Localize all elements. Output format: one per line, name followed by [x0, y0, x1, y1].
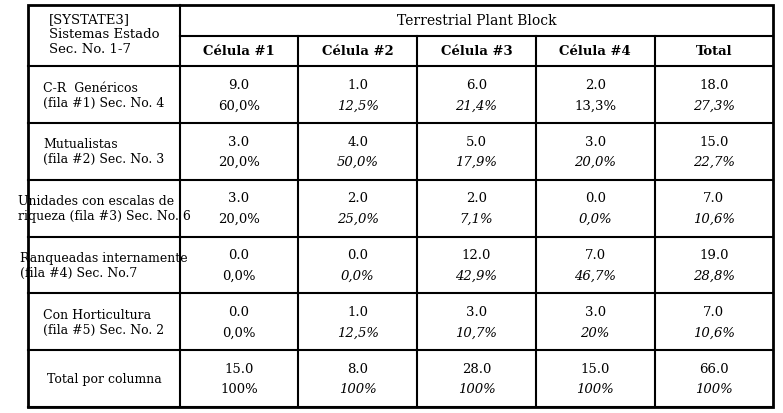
Text: 22,7%: 22,7%	[693, 156, 735, 169]
Text: 28,8%: 28,8%	[693, 269, 735, 282]
Text: 50,0%: 50,0%	[337, 156, 379, 169]
Text: 1.0: 1.0	[348, 305, 368, 318]
Text: 27,3%: 27,3%	[693, 99, 735, 112]
Text: 25,0%: 25,0%	[337, 212, 379, 225]
Text: 60,0%: 60,0%	[218, 99, 260, 112]
Text: Mutualistas
(fila #2) Sec. No. 3: Mutualistas (fila #2) Sec. No. 3	[43, 138, 164, 166]
Text: 0,0%: 0,0%	[579, 212, 612, 225]
Text: 100%: 100%	[576, 382, 614, 395]
Text: 13,3%: 13,3%	[574, 99, 616, 112]
Text: 10,6%: 10,6%	[693, 326, 735, 339]
Text: 10,6%: 10,6%	[693, 212, 735, 225]
Text: 100%: 100%	[457, 382, 496, 395]
Text: 0.0: 0.0	[229, 249, 250, 261]
Text: 17,9%: 17,9%	[456, 156, 497, 169]
Text: 2.0: 2.0	[585, 78, 606, 92]
Text: 2.0: 2.0	[466, 192, 487, 205]
Text: 0.0: 0.0	[348, 249, 368, 261]
Text: Célula #3: Célula #3	[441, 45, 512, 58]
Text: 2.0: 2.0	[348, 192, 368, 205]
Text: 20,0%: 20,0%	[574, 156, 616, 169]
Text: 1.0: 1.0	[348, 78, 368, 92]
Text: 4.0: 4.0	[348, 135, 368, 148]
Text: Célula #4: Célula #4	[559, 45, 631, 58]
Text: 9.0: 9.0	[229, 78, 250, 92]
Text: 100%: 100%	[220, 382, 258, 395]
Text: 42,9%: 42,9%	[456, 269, 497, 282]
Text: 12,5%: 12,5%	[337, 326, 379, 339]
Text: 19.0: 19.0	[699, 249, 729, 261]
Text: 7,1%: 7,1%	[460, 212, 493, 225]
Text: 3.0: 3.0	[585, 135, 606, 148]
Text: 3.0: 3.0	[585, 305, 606, 318]
Text: 46,7%: 46,7%	[574, 269, 616, 282]
Text: [SYSTATE3]
Sistemas Estado
Sec. No. 1-7: [SYSTATE3] Sistemas Estado Sec. No. 1-7	[49, 13, 159, 56]
Text: 5.0: 5.0	[466, 135, 487, 148]
Text: 0,0%: 0,0%	[341, 269, 374, 282]
Text: 66.0: 66.0	[699, 362, 729, 375]
Text: 15.0: 15.0	[580, 362, 610, 375]
Text: 12,5%: 12,5%	[337, 99, 379, 112]
Text: 0,0%: 0,0%	[222, 326, 256, 339]
Text: 0.0: 0.0	[229, 305, 250, 318]
Text: 20,0%: 20,0%	[218, 156, 260, 169]
Text: Unidades con escalas de
riqueza (fila #3) Sec. No. 6: Unidades con escalas de riqueza (fila #3…	[17, 195, 190, 223]
Text: 3.0: 3.0	[229, 135, 250, 148]
Text: 18.0: 18.0	[699, 78, 728, 92]
Text: 7.0: 7.0	[703, 305, 724, 318]
Text: 7.0: 7.0	[703, 192, 724, 205]
Text: 12.0: 12.0	[462, 249, 491, 261]
Text: 15.0: 15.0	[225, 362, 254, 375]
Text: Con Horticultura
(fila #5) Sec. No. 2: Con Horticultura (fila #5) Sec. No. 2	[44, 308, 164, 336]
Text: 8.0: 8.0	[348, 362, 368, 375]
Text: 6.0: 6.0	[466, 78, 487, 92]
Text: Total: Total	[695, 45, 732, 58]
Text: Célula #2: Célula #2	[322, 45, 394, 58]
Text: 100%: 100%	[339, 382, 377, 395]
Text: Célula #1: Célula #1	[203, 45, 275, 58]
Text: 10,7%: 10,7%	[456, 326, 497, 339]
Text: 3.0: 3.0	[229, 192, 250, 205]
Text: 100%: 100%	[695, 382, 733, 395]
Text: 28.0: 28.0	[462, 362, 491, 375]
Text: 0.0: 0.0	[585, 192, 606, 205]
Text: C-R  Genéricos
(fila #1) Sec. No. 4: C-R Genéricos (fila #1) Sec. No. 4	[43, 81, 164, 109]
Text: 0,0%: 0,0%	[222, 269, 256, 282]
Text: 20%: 20%	[580, 326, 610, 339]
Text: 21,4%: 21,4%	[456, 99, 497, 112]
Text: Terrestrial Plant Block: Terrestrial Plant Block	[397, 14, 556, 28]
Text: Ranqueadas internamente
(fila #4) Sec. No.7: Ranqueadas internamente (fila #4) Sec. N…	[20, 252, 188, 279]
Text: Total por columna: Total por columna	[47, 372, 161, 385]
Text: 15.0: 15.0	[699, 135, 728, 148]
Text: 3.0: 3.0	[466, 305, 487, 318]
Text: 20,0%: 20,0%	[218, 212, 260, 225]
Text: 7.0: 7.0	[585, 249, 606, 261]
